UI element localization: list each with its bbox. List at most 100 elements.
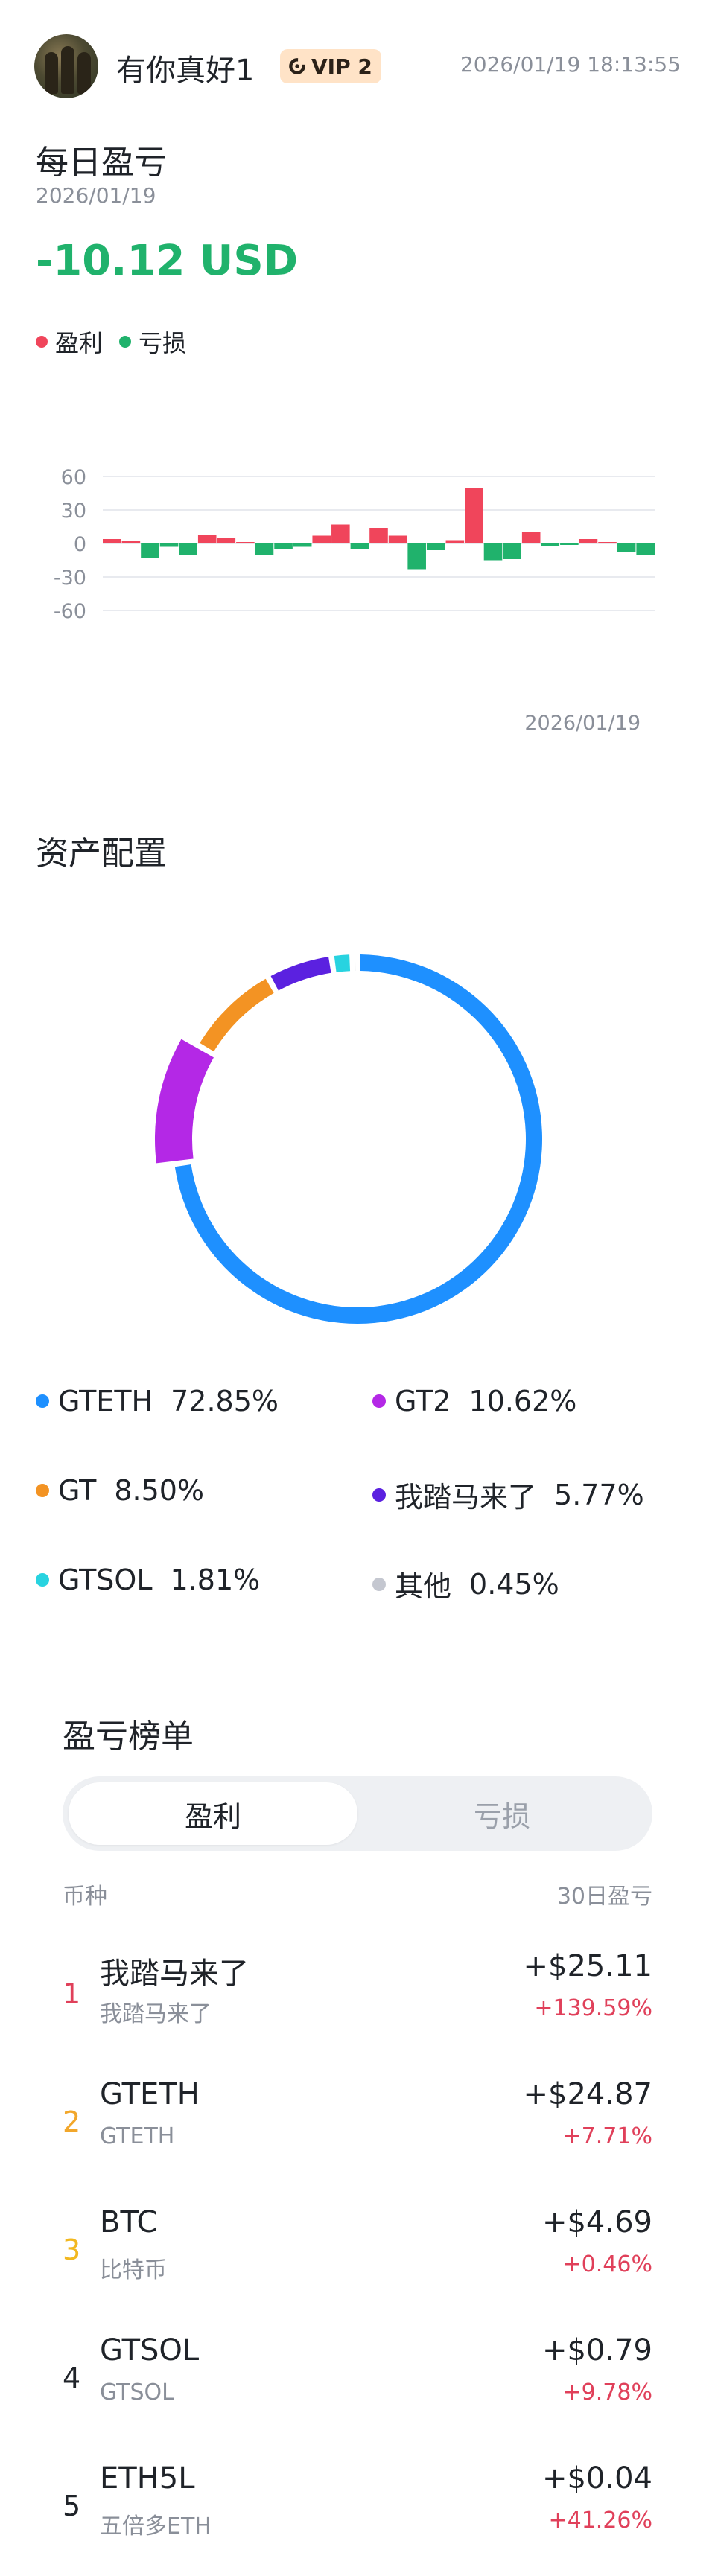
coin-name: GTETH bbox=[100, 2077, 200, 2111]
leaderboard-row[interactable]: 4 GTSOL GTSOL +$0.79 +9.78% bbox=[63, 2327, 652, 2454]
pnl-bar[interactable] bbox=[121, 541, 141, 543]
vip-badge[interactable]: VIP 2 bbox=[280, 49, 381, 83]
pnl-bar[interactable] bbox=[560, 543, 579, 545]
leaderboard-row[interactable]: 1 我踏马来了 我踏马来了 +$25.11 +139.59% bbox=[63, 1943, 652, 2070]
pnl-bar[interactable] bbox=[465, 488, 483, 543]
pnl-bar[interactable] bbox=[369, 528, 388, 543]
leaderboard-row[interactable]: 5 ETH5L 五倍多ETH +$0.04 +41.26% bbox=[63, 2455, 652, 2576]
allocation-title: 资产配置 bbox=[36, 835, 167, 873]
alloc-name: GT2 bbox=[395, 1385, 451, 1418]
donut-slice-我踏马来了[interactable] bbox=[270, 957, 331, 991]
coin-name: BTC bbox=[100, 2205, 158, 2239]
profile-header: 有你真好1 VIP 2 2026/01/19 18:13:55 bbox=[0, 0, 715, 134]
pnl-percent: +9.78% bbox=[562, 2379, 652, 2406]
coin-name: ETH5L bbox=[100, 2461, 195, 2496]
pnl-bar[interactable] bbox=[579, 539, 598, 543]
donut-slice-GTSOL[interactable] bbox=[334, 954, 351, 972]
y-tick-label: 0 bbox=[74, 533, 86, 556]
legend-loss[interactable]: 亏损 bbox=[119, 325, 186, 359]
pnl-bar[interactable] bbox=[541, 543, 560, 546]
donut-slice-GT[interactable] bbox=[200, 978, 274, 1052]
pnl-bar[interactable] bbox=[179, 543, 197, 555]
coin-subname: GTETH bbox=[100, 2123, 175, 2149]
alloc-pct: 8.50% bbox=[114, 1474, 205, 1507]
allocation-donut-chart[interactable] bbox=[134, 916, 581, 1362]
tab-loss[interactable]: 亏损 bbox=[473, 1799, 530, 1833]
alloc-name: GTSOL bbox=[58, 1563, 153, 1596]
other-dot-icon bbox=[372, 1577, 386, 1591]
pnl-bar[interactable] bbox=[388, 535, 407, 544]
pnl-bar[interactable] bbox=[617, 543, 636, 552]
legend-profit-label: 盈利 bbox=[55, 329, 104, 357]
coin-subname: GTSOL bbox=[100, 2379, 174, 2406]
gt2-dot-icon bbox=[372, 1394, 386, 1408]
alloc-name: 我踏马来了 bbox=[395, 1481, 537, 1514]
alloc-name: GTETH bbox=[58, 1385, 153, 1418]
vip-ring-icon bbox=[289, 58, 306, 74]
gteth-dot-icon bbox=[36, 1394, 49, 1408]
pnl-bar[interactable] bbox=[217, 538, 236, 544]
leaderboard-row[interactable]: 3 BTC 比特币 +$4.69 +0.46% bbox=[63, 2199, 652, 2326]
alloc-name: GT bbox=[58, 1474, 97, 1507]
pnl-amount: +$24.87 bbox=[523, 2077, 652, 2111]
pnl-bar[interactable] bbox=[141, 543, 159, 558]
rank-number: 2 bbox=[63, 2105, 81, 2138]
column-header-coin: 币种 bbox=[63, 1884, 107, 1910]
pnl-amount: +$4.69 bbox=[541, 2205, 652, 2239]
pnl-bar[interactable] bbox=[255, 543, 274, 555]
pnl-percent: +7.71% bbox=[562, 2123, 652, 2149]
pnl-bar[interactable] bbox=[197, 535, 217, 543]
pnl-legend: 盈利 亏损 bbox=[36, 325, 186, 359]
pnl-bar[interactable] bbox=[503, 543, 521, 559]
alloc-item-gteth: GTETH 72.85% bbox=[36, 1385, 279, 1418]
pnl-amount: +$0.79 bbox=[541, 2333, 652, 2368]
pnl-amount: +$0.04 bbox=[541, 2461, 652, 2496]
alloc-pct: 72.85% bbox=[171, 1385, 279, 1418]
rank-number: 4 bbox=[63, 2362, 81, 2394]
alloc-name: 其他 bbox=[395, 1570, 452, 1603]
pnl-bar[interactable] bbox=[407, 543, 426, 570]
loss-dot-icon bbox=[119, 336, 132, 348]
pnl-bar[interactable] bbox=[274, 543, 293, 549]
pnl-bar[interactable] bbox=[598, 542, 617, 543]
pnl-bar[interactable] bbox=[426, 543, 445, 550]
rank-number: 3 bbox=[63, 2234, 81, 2266]
alloc-item-wotamalaile: 我踏马来了 5.77% bbox=[372, 1474, 644, 1515]
pnl-bar[interactable] bbox=[103, 539, 121, 543]
daily-pnl-date: 2026/01/19 bbox=[36, 183, 156, 208]
leaderboard-row[interactable]: 2 GTETH GTETH +$24.87 +7.71% bbox=[63, 2071, 652, 2198]
alloc-item-other: 其他 0.45% bbox=[372, 1563, 559, 1604]
alloc-item-gtsol: GTSOL 1.81% bbox=[36, 1563, 260, 1596]
pnl-bar[interactable] bbox=[350, 543, 369, 549]
pnl-bar[interactable] bbox=[293, 543, 312, 547]
pnl-bar[interactable] bbox=[236, 542, 255, 543]
pnl-bar[interactable] bbox=[159, 543, 179, 547]
pnl-bar[interactable] bbox=[483, 543, 503, 561]
coin-subname: 五倍多ETH bbox=[100, 2513, 212, 2540]
coin-subname: 我踏马来了 bbox=[100, 2001, 212, 2027]
daily-pnl-bar-chart[interactable]: 60 30 0 -30 -60 2026/01/19 bbox=[0, 372, 715, 759]
legend-loss-label: 亏损 bbox=[139, 329, 187, 357]
pnl-bar[interactable] bbox=[521, 532, 541, 543]
leaderboard-tabs: 盈利 亏损 bbox=[63, 1776, 652, 1851]
pnl-bar[interactable] bbox=[312, 535, 331, 544]
avatar[interactable] bbox=[34, 34, 98, 98]
donut-slice-GT2[interactable] bbox=[155, 1039, 214, 1164]
gtsol-dot-icon bbox=[36, 1573, 49, 1587]
daily-pnl-title: 每日盈亏 bbox=[36, 144, 167, 182]
daily-pnl-value: -10.12 USD bbox=[36, 237, 299, 285]
pnl-bar[interactable] bbox=[445, 540, 465, 544]
pnl-bar[interactable] bbox=[331, 524, 350, 544]
column-header-30d-pnl: 30日盈亏 bbox=[556, 1884, 652, 1910]
coin-name: GTSOL bbox=[100, 2333, 200, 2368]
legend-profit[interactable]: 盈利 bbox=[36, 325, 103, 359]
pnl-bar[interactable] bbox=[636, 543, 655, 555]
rank-number: 1 bbox=[63, 1977, 81, 2010]
leaderboard-title: 盈亏榜单 bbox=[63, 1718, 194, 1756]
y-tick-label: -30 bbox=[54, 567, 86, 590]
pnl-percent: +0.46% bbox=[562, 2251, 652, 2277]
profit-dot-icon bbox=[36, 336, 48, 348]
gt-dot-icon bbox=[36, 1484, 49, 1497]
x-tick-label: 2026/01/19 bbox=[524, 712, 641, 735]
tab-profit[interactable]: 盈利 bbox=[69, 1782, 358, 1845]
